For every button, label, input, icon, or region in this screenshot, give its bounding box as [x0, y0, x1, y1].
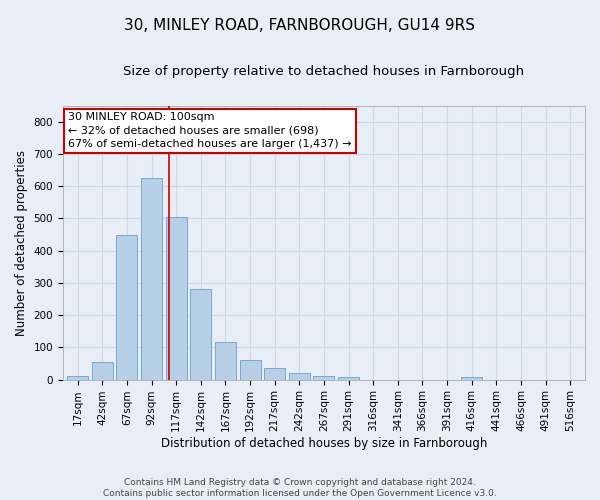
Bar — [461, 378, 482, 380]
X-axis label: Distribution of detached houses by size in Farnborough: Distribution of detached houses by size … — [161, 437, 487, 450]
Bar — [166, 217, 187, 380]
Y-axis label: Number of detached properties: Number of detached properties — [15, 150, 28, 336]
Text: Contains HM Land Registry data © Crown copyright and database right 2024.
Contai: Contains HM Land Registry data © Crown c… — [103, 478, 497, 498]
Bar — [239, 360, 260, 380]
Text: 30 MINLEY ROAD: 100sqm
← 32% of detached houses are smaller (698)
67% of semi-de: 30 MINLEY ROAD: 100sqm ← 32% of detached… — [68, 112, 352, 149]
Bar — [67, 376, 88, 380]
Bar — [313, 376, 334, 380]
Bar — [264, 368, 285, 380]
Title: Size of property relative to detached houses in Farnborough: Size of property relative to detached ho… — [124, 65, 524, 78]
Bar — [116, 234, 137, 380]
Bar — [338, 377, 359, 380]
Bar — [141, 178, 162, 380]
Bar — [289, 372, 310, 380]
Text: 30, MINLEY ROAD, FARNBOROUGH, GU14 9RS: 30, MINLEY ROAD, FARNBOROUGH, GU14 9RS — [125, 18, 476, 32]
Bar — [92, 362, 113, 380]
Bar — [215, 342, 236, 380]
Bar — [190, 290, 211, 380]
